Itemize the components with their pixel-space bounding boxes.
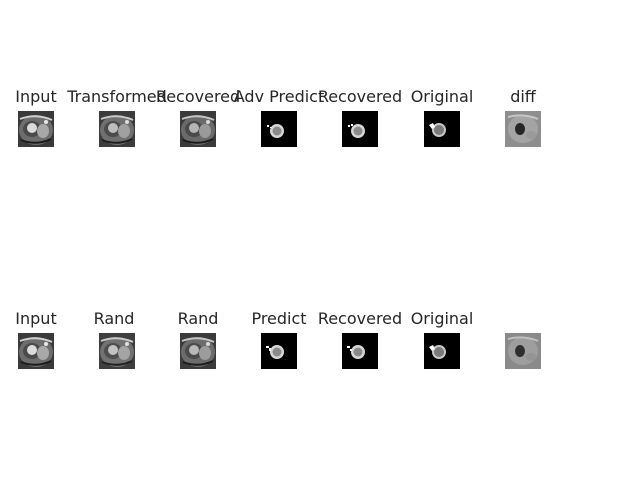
diff-image — [505, 333, 541, 369]
recovered-image — [180, 111, 216, 147]
input-image — [18, 111, 54, 147]
recovered-mask — [342, 111, 378, 147]
adv-predict-mask — [261, 111, 297, 147]
panel-title: Rand — [93, 309, 135, 328]
panel-title: Input — [15, 87, 57, 106]
panel-title: Transformed — [67, 87, 167, 106]
panel-title: Recovered — [317, 309, 403, 328]
rand-image — [99, 333, 135, 369]
panel-title: Input — [15, 309, 57, 328]
diff-image — [505, 111, 541, 147]
panel-title: Recovered — [155, 87, 241, 106]
panel-title: Adv Predict — [233, 87, 325, 106]
panel-title: Predict — [251, 309, 307, 328]
panel-title: Original — [410, 309, 474, 328]
original-mask — [424, 111, 460, 147]
panel-title: Original — [410, 87, 474, 106]
panel-title: Recovered — [317, 87, 403, 106]
transformed-image — [99, 111, 135, 147]
original-mask — [424, 333, 460, 369]
panel-title: diff — [510, 87, 536, 106]
input-image — [18, 333, 54, 369]
panel-title: Rand — [177, 309, 219, 328]
recovered-mask — [342, 333, 378, 369]
rand-image — [180, 333, 216, 369]
predict-mask — [261, 333, 297, 369]
